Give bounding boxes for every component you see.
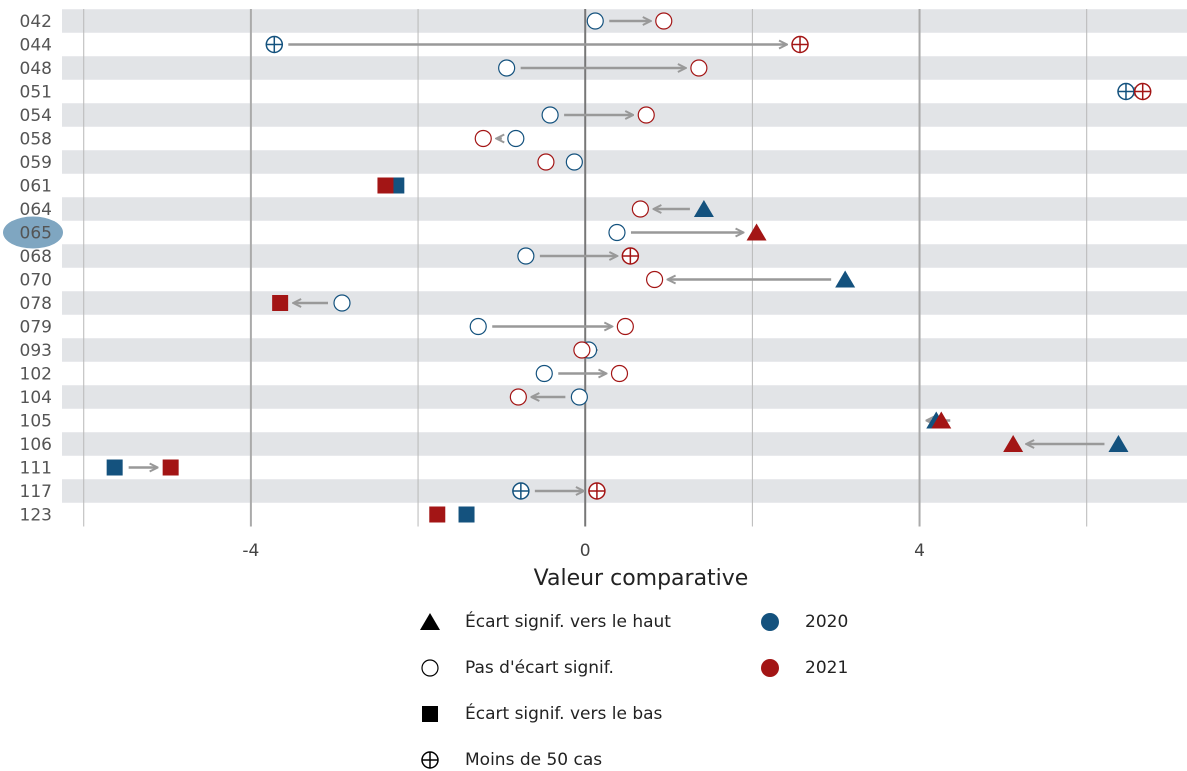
y-tick-label: 068 [20,247,52,267]
marker-2020 [333,294,351,312]
y-tick-label: 058 [20,130,52,150]
x-tick-label: -4 [242,541,259,561]
marker-2021 [588,482,606,500]
marker-2020 [835,270,856,288]
marker-2020 [512,482,530,500]
row-band [62,150,1187,174]
marker-2021 [429,506,446,523]
marker-2020 [535,364,553,383]
legend-marker [420,613,440,630]
marker-2020 [469,317,487,336]
marker-2021 [537,153,555,171]
marker-cross [1117,83,1134,100]
y-tick-label: 064 [20,200,52,220]
y-tick-label: 054 [20,106,52,126]
x-axis-label: Valeur comparative [534,566,749,591]
marker-2021 [272,295,289,311]
marker-2021 [791,35,809,54]
marker-2021 [655,12,673,30]
legend-label: 2021 [805,658,848,678]
row-band [62,479,1187,503]
marker-2021 [377,177,394,194]
y-tick-label: 078 [20,294,52,314]
marker-2021 [616,317,634,336]
marker-2021 [1003,435,1024,452]
row-band [62,338,1187,362]
marker-cross [622,248,639,264]
marker-2020 [693,200,714,217]
legend-label: Écart signif. vers le haut [465,610,671,632]
marker-2020 [541,106,559,124]
legend-marker [422,706,438,722]
y-tick-label: 059 [20,153,52,173]
marker-cross [792,36,809,53]
legend-marker [421,659,439,677]
x-tick-label: 4 [914,541,925,561]
marker-2020 [265,35,284,54]
marker-2021 [573,341,591,359]
y-tick-label: 044 [20,36,52,56]
y-tick-label: 079 [20,318,52,338]
marker-2020 [608,223,626,242]
marker-cross [1134,83,1151,100]
marker-2021 [474,129,492,148]
marker-2021 [637,106,655,124]
legend-marker [421,751,439,769]
marker-cross [422,752,438,768]
y-tick-label: 061 [20,177,52,197]
y-tick-label: 051 [20,83,52,103]
y-tick-label: 123 [20,506,52,526]
marker-2021 [631,200,649,218]
marker-2020 [586,12,604,30]
marker-2020 [507,129,525,148]
y-tick-label: 070 [20,271,52,291]
y-tick-label: 105 [20,412,52,432]
highlight [3,216,63,249]
marker-2020 [1117,82,1135,101]
y-tick-label: 117 [20,482,52,502]
marker-2021 [645,270,664,289]
marker-2021 [621,247,640,265]
y-tick-label: 048 [20,59,52,79]
legend-label: Pas d'écart signif. [465,658,614,678]
marker-2021 [610,364,629,383]
marker-2020 [106,459,123,476]
marker-cross [266,36,283,53]
legend-swatch [761,659,779,677]
marker-2021 [931,411,952,429]
marker-2020 [517,247,535,265]
marker-2021 [1133,82,1152,101]
y-tick-label: 102 [20,365,52,385]
row-band [62,385,1187,409]
marker-cross [588,483,605,499]
legend-label: 2020 [805,612,848,632]
marker-2020 [458,506,475,523]
marker-2021 [509,388,527,406]
y-tick-label: 106 [20,435,52,455]
marker-2021 [162,459,179,476]
legend-label: Écart signif. vers le bas [465,702,663,724]
y-tick-label: 111 [20,459,52,479]
marker-2021 [690,59,708,77]
y-tick-label: 065 [20,224,52,244]
legend-swatch [761,613,779,631]
row-band [62,197,1187,221]
marker-2020 [565,153,583,171]
y-tick-label: 042 [20,12,52,32]
y-tick-label: 104 [20,388,52,408]
y-tick-label: 093 [20,341,52,361]
marker-cross [512,483,529,499]
marker-2020 [498,59,516,77]
row-band [62,432,1187,456]
row-band [62,291,1187,315]
x-tick-label: 0 [580,541,591,561]
legend-label: Moins de 50 cas [465,750,602,770]
marker-2020 [570,388,588,406]
marker-2021 [746,223,767,241]
marker-2020 [1108,435,1129,452]
